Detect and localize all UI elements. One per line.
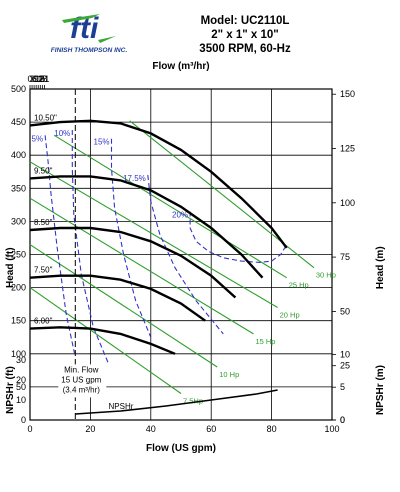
x2-tick-label: 3: [30, 74, 35, 84]
x2-tick-label: 21: [39, 74, 49, 84]
efficiency-label: 17.5%: [123, 174, 146, 183]
impeller-label: 10.50": [34, 113, 57, 122]
min-flow-label: Min. Flow: [64, 365, 98, 374]
x-tick-label: 60: [206, 424, 216, 434]
y2-tick-label: 25: [340, 361, 350, 371]
min-flow-label-bg: [58, 364, 107, 398]
head-curve: [29, 175, 264, 279]
efficiency-label: 10%: [54, 129, 70, 138]
x-tick-label: 40: [146, 424, 156, 434]
y-tick-label: 200: [11, 283, 26, 293]
efficiency-curve: [71, 130, 110, 364]
hp-curve: [53, 134, 287, 279]
logo-text: FINISH THOMPSON INC.: [51, 47, 128, 54]
y-tick-label: 250: [11, 250, 26, 260]
efficiency-curve: [189, 211, 288, 263]
hp-label: 7.5Hp: [183, 397, 203, 406]
head-curve: [29, 274, 206, 322]
hp-curve: [29, 287, 182, 394]
npshr-label: NPSHr: [109, 402, 134, 411]
x2-axis-title: Flow (m³/hr): [152, 61, 209, 72]
x2-tick-label: 12: [33, 74, 43, 84]
npsh-tick-label: 30: [16, 355, 26, 365]
efficiency-label: 5%: [32, 134, 44, 143]
y-tick-label: 0: [21, 415, 26, 425]
x2-tick-label: 6: [32, 74, 37, 84]
model-title: Model: UC2110L: [200, 15, 290, 27]
logo-swoosh-lower: [98, 36, 116, 43]
head-curve: [29, 226, 237, 299]
x-tick-label: 20: [85, 424, 95, 434]
x-tick-label: 80: [267, 424, 277, 434]
efficiency-label: 20%: [172, 210, 188, 219]
y-axis-title: Head (ft): [5, 247, 16, 288]
x2-tick-label: 18: [37, 74, 47, 84]
x-axis-title: Flow (US gpm): [146, 443, 216, 454]
impeller-size: 2" x 1" x 10": [211, 29, 279, 41]
hp-label: 30 Hp: [316, 271, 336, 280]
y-tick-label: 500: [11, 84, 26, 94]
y-tick-label: 50: [16, 382, 26, 392]
y-tick-label: 150: [11, 316, 26, 326]
hp-curve: [29, 244, 218, 368]
hp-label: 25 Hp: [289, 281, 309, 290]
efficiency-label: 15%: [94, 138, 110, 147]
efficiency-curve: [44, 135, 76, 358]
hp-label: 15 Hp: [255, 337, 275, 346]
y-tick-label: 350: [11, 183, 26, 193]
efficiency-curve: [110, 138, 152, 338]
impeller-label: 7.50": [34, 266, 53, 275]
x2-tick-label: 0: [27, 74, 32, 84]
company-logo: fti FINISH THOMPSON INC.: [40, 6, 138, 56]
logo-swoosh: [62, 14, 100, 23]
hp-curve: [29, 197, 254, 335]
y-tick-label: 400: [11, 150, 26, 160]
x2-tick-label: 9: [34, 74, 39, 84]
min-flow-value: 15 US gpm: [61, 375, 101, 384]
head-curve: [29, 326, 176, 355]
x2-tick-label: 15: [35, 74, 45, 84]
npsh-right-tick-label: 5: [340, 382, 345, 392]
x-tick-label: 100: [324, 424, 339, 434]
y2-tick-label: 100: [340, 198, 355, 208]
npsh-right-tick-label: 0: [340, 415, 345, 425]
npsh-right-axis-title: NPSHr (m): [375, 365, 386, 415]
y-tick-label: 450: [11, 117, 26, 127]
impeller-label: 9.50": [34, 166, 53, 175]
y2-tick-label: 75: [340, 252, 350, 262]
hp-curve: [29, 161, 278, 308]
npsh-tick-label: 10: [16, 395, 26, 405]
y2-tick-label: 150: [340, 89, 355, 99]
npsh-axis-title: NPSHr (ft): [5, 366, 16, 414]
y-tick-label: 100: [11, 349, 26, 359]
x-tick-label: 0: [27, 424, 32, 434]
speed-rating: 3500 RPM, 60-Hz: [199, 43, 291, 55]
impeller-label: 6.00": [34, 317, 53, 326]
y2-tick-label: 50: [340, 306, 350, 316]
npsh-right-tick-label: 10: [340, 349, 350, 359]
npsh-tick-label: 20: [16, 375, 26, 385]
y2-tick-label: 125: [340, 144, 355, 154]
min-flow-value-metric: (3.4 m³/hr): [63, 385, 101, 394]
hp-label: 10 Hp: [219, 370, 239, 379]
npshr-curve: [75, 389, 278, 415]
y-tick-label: 300: [11, 216, 26, 226]
hp-label: 20 Hp: [280, 310, 300, 319]
y2-axis-title: Head (m): [375, 246, 386, 289]
impeller-label: 8.50": [34, 218, 53, 227]
y2-tick-label: 0: [340, 415, 345, 425]
